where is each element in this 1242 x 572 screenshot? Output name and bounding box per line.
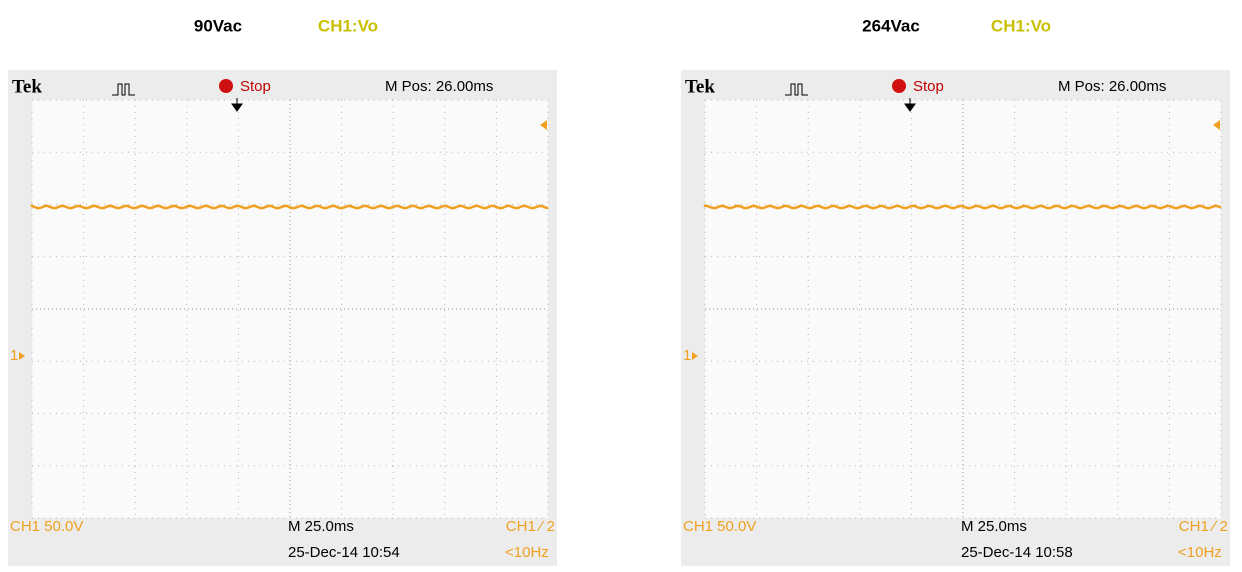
trigger-frequency: <10Hz <box>505 544 549 561</box>
scope-panel: 264Vac CH1:Vo Tek Stop M Pos: 26.00ms 1 CH1 50… <box>681 16 1230 566</box>
trigger-setting: CH1 ∕ 2 <box>506 518 555 535</box>
m-pos: M Pos: 26.00ms <box>385 78 493 95</box>
channel-scale: CH1 50.0V <box>10 518 83 535</box>
waveform-trace <box>30 204 549 210</box>
stop-indicator <box>892 79 906 93</box>
channel-label: CH1:Vo <box>991 16 1051 35</box>
input-voltage: 90Vac <box>194 16 242 35</box>
trigger-frequency: <10Hz <box>1178 544 1222 561</box>
channel-scale: CH1 50.0V <box>683 518 756 535</box>
trigger-setting: CH1 ∕ 2 <box>1179 518 1228 535</box>
run-status: Stop <box>240 78 271 95</box>
run-status: Stop <box>913 78 944 95</box>
date-time: 25-Dec-14 10:58 <box>961 544 1073 561</box>
trigger-level <box>540 120 547 130</box>
channel-arrow <box>19 352 25 360</box>
timebase: M 25.0ms <box>288 518 354 535</box>
channel-arrow <box>692 352 698 360</box>
waveform-trace <box>703 204 1222 210</box>
date-time: 25-Dec-14 10:54 <box>288 544 400 561</box>
trigger-level <box>1213 120 1220 130</box>
acquire-icon <box>785 83 808 96</box>
trigger-position <box>904 98 916 112</box>
brand: Tek <box>685 76 715 97</box>
channel-marker: 1 <box>683 347 691 364</box>
scope-panel: 90Vac CH1:Vo Tek Stop M Pos: 26.00ms 1 CH1 50.… <box>8 16 557 566</box>
stop-indicator <box>219 79 233 93</box>
timebase: M 25.0ms <box>961 518 1027 535</box>
trigger-position <box>231 98 243 112</box>
acquire-icon <box>112 83 135 96</box>
brand: Tek <box>12 76 42 97</box>
channel-marker: 1 <box>10 347 18 364</box>
channel-label: CH1:Vo <box>318 16 378 35</box>
m-pos: M Pos: 26.00ms <box>1058 78 1166 95</box>
input-voltage: 264Vac <box>862 16 920 35</box>
